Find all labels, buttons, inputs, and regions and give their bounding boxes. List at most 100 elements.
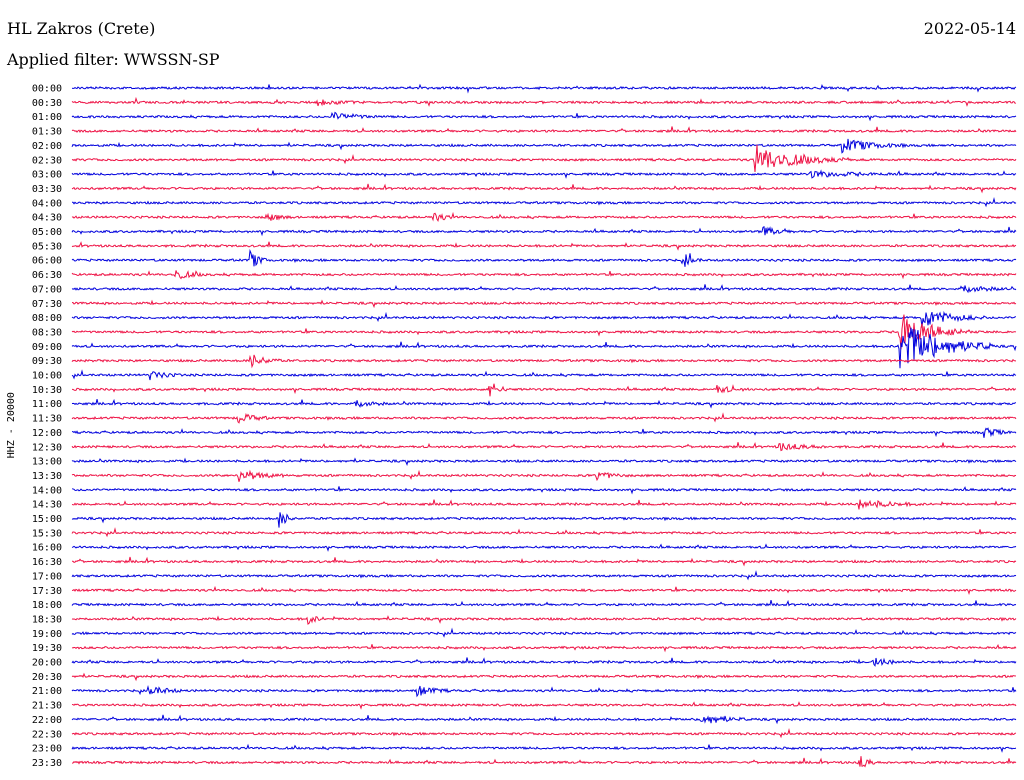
filter-label: Applied filter: WWSSN-SP xyxy=(7,50,220,69)
row-label: 15:30 xyxy=(32,528,62,539)
row-label: 23:00 xyxy=(32,744,62,755)
trace-row xyxy=(71,499,1017,510)
row-label: 01:30 xyxy=(32,127,62,138)
row-label: 10:30 xyxy=(32,385,62,396)
row-label: 13:30 xyxy=(32,471,62,482)
trace-row xyxy=(71,327,1017,369)
trace-row xyxy=(71,241,1017,251)
row-label: 22:30 xyxy=(32,729,62,740)
row-label: 23:30 xyxy=(32,758,62,769)
trace-row xyxy=(71,314,1017,350)
row-label: 00:30 xyxy=(32,98,62,109)
trace-row xyxy=(71,138,1017,154)
trace-row xyxy=(71,701,1017,710)
row-label: 03:00 xyxy=(32,170,62,181)
row-label: 17:00 xyxy=(32,571,62,582)
seismic-traces xyxy=(71,83,1017,768)
row-label: 04:00 xyxy=(32,198,62,209)
trace-row xyxy=(71,96,1017,107)
row-label: 13:00 xyxy=(32,457,62,468)
row-label: 02:00 xyxy=(32,141,62,152)
row-label: 08:30 xyxy=(32,327,62,338)
row-label: 04:30 xyxy=(32,213,62,224)
trace-row xyxy=(71,599,1017,607)
trace-row xyxy=(71,310,1017,328)
row-label: 21:00 xyxy=(32,686,62,697)
trace-row xyxy=(71,743,1017,753)
trace-row xyxy=(71,643,1017,653)
station-title: HL Zakros (Crete) xyxy=(7,19,156,38)
trace-row xyxy=(71,299,1017,309)
row-label: 07:00 xyxy=(32,284,62,295)
row-label: 18:00 xyxy=(32,600,62,611)
trace-row xyxy=(71,527,1017,538)
trace-row xyxy=(71,83,1017,94)
row-label: 21:30 xyxy=(32,701,62,712)
row-label: 06:30 xyxy=(32,270,62,281)
trace-row xyxy=(71,284,1017,294)
row-label: 08:00 xyxy=(32,313,62,324)
row-label: 17:30 xyxy=(32,586,62,597)
trace-row xyxy=(71,211,1017,222)
row-label: 09:30 xyxy=(32,356,62,367)
trace-row xyxy=(71,126,1017,134)
channel-label: HHZ - 20000 xyxy=(6,392,17,458)
row-label: 02:30 xyxy=(32,155,62,166)
trace-row xyxy=(71,197,1017,208)
row-label: 18:30 xyxy=(32,614,62,625)
row-label: 14:00 xyxy=(32,485,62,496)
trace-row xyxy=(71,398,1017,409)
row-label: 12:30 xyxy=(32,442,62,453)
trace-row xyxy=(71,657,1017,667)
row-label: 12:00 xyxy=(32,428,62,439)
trace-row xyxy=(71,512,1017,528)
row-label: 06:00 xyxy=(32,256,62,267)
trace-row xyxy=(71,441,1017,452)
trace-row xyxy=(71,412,1017,424)
trace-row xyxy=(71,369,1017,381)
row-label: 07:30 xyxy=(32,299,62,310)
row-label: 05:00 xyxy=(32,227,62,238)
trace-row xyxy=(71,427,1017,438)
row-label: 11:30 xyxy=(32,414,62,425)
row-label: 16:00 xyxy=(32,543,62,554)
trace-row xyxy=(71,756,1017,768)
trace-row xyxy=(71,615,1017,625)
trace-row xyxy=(71,457,1017,467)
row-label: 20:00 xyxy=(32,658,62,669)
row-label: 11:00 xyxy=(32,399,62,410)
row-label: 09:00 xyxy=(32,342,62,353)
row-label: 10:00 xyxy=(32,371,62,382)
trace-row xyxy=(71,714,1017,725)
trace-row xyxy=(71,144,1017,173)
row-label: 20:30 xyxy=(32,672,62,683)
row-label: 19:00 xyxy=(32,629,62,640)
trace-row xyxy=(71,111,1017,122)
row-label: 01:00 xyxy=(32,112,62,123)
trace-row xyxy=(71,469,1017,482)
row-label: 14:30 xyxy=(32,500,62,511)
row-label: 15:00 xyxy=(32,514,62,525)
trace-row xyxy=(72,585,1017,595)
trace-row xyxy=(71,727,1017,739)
trace-row xyxy=(71,169,1017,179)
trace-row xyxy=(71,627,1017,638)
trace-row xyxy=(71,225,1017,237)
plot-date: 2022-05-14 xyxy=(923,19,1016,38)
trace-row xyxy=(71,354,1017,369)
trace-row xyxy=(71,543,1017,552)
trace-row xyxy=(71,248,1017,267)
row-label: 19:30 xyxy=(32,643,62,654)
trace-row xyxy=(71,486,1017,495)
row-labels: 00:00 00:30 01:00 01:30 02:00 02:30 03:00 03:30… xyxy=(32,84,62,769)
trace-row xyxy=(71,672,1017,682)
trace-row xyxy=(71,684,1017,698)
trace-row xyxy=(71,383,1017,397)
trace-row xyxy=(71,556,1017,567)
trace-row xyxy=(71,570,1017,581)
row-label: 03:30 xyxy=(32,184,62,195)
trace-row xyxy=(71,270,1017,280)
row-label: 00:00 xyxy=(32,84,62,95)
trace-row xyxy=(71,183,1017,194)
